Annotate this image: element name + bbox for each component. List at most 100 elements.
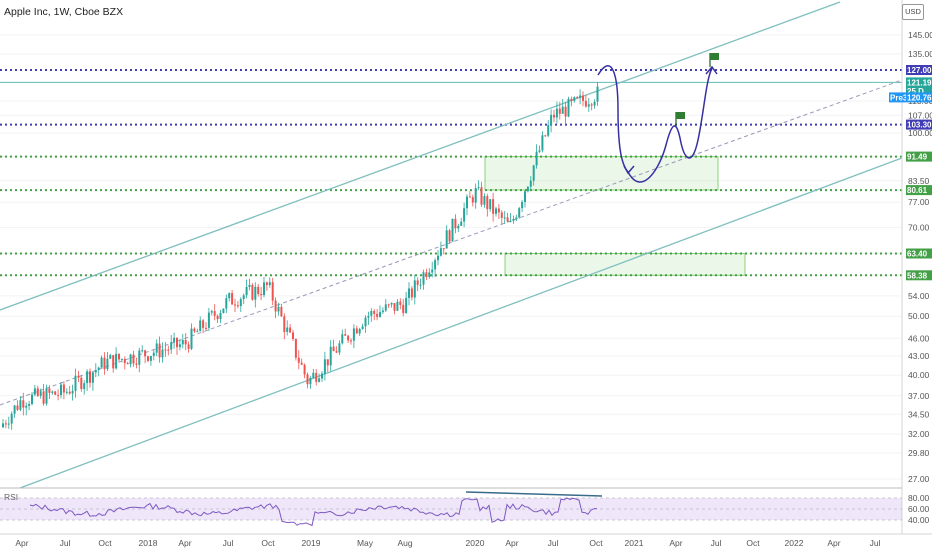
- candle-body: [576, 97, 579, 99]
- demand-zone[interactable]: [484, 156, 719, 191]
- candle-body: [260, 294, 263, 296]
- candle-body: [428, 272, 431, 277]
- candle-body: [65, 391, 68, 393]
- regression-channel: [0, 1, 903, 489]
- candle-body: [94, 370, 97, 373]
- candle-body: [416, 280, 419, 285]
- candle-body: [399, 301, 402, 305]
- candle-body: [187, 344, 190, 349]
- price-tick-label: 27.00: [908, 474, 930, 484]
- candle-body: [257, 286, 260, 294]
- candle-body: [60, 384, 62, 395]
- candle-body: [312, 372, 315, 378]
- candle-body: [373, 311, 376, 314]
- candle-body: [579, 95, 582, 98]
- candle-body: [422, 272, 425, 285]
- price-tag-bg: [889, 92, 906, 103]
- rsi-label: RSI: [4, 492, 18, 502]
- candle-body: [408, 288, 410, 298]
- candle-body: [100, 357, 103, 368]
- candle-body: [51, 391, 54, 393]
- time-tick-label: Jul: [548, 538, 559, 548]
- candle-body: [190, 328, 193, 349]
- candle-body: [236, 305, 239, 307]
- channel-lower-line[interactable]: [19, 157, 903, 489]
- candle-body: [45, 388, 48, 404]
- price-tick-label: 37.00: [908, 391, 930, 401]
- candle-body: [149, 356, 152, 361]
- demand-zone[interactable]: [504, 253, 746, 276]
- candle-body: [103, 357, 106, 370]
- interval-label[interactable]: 1W: [53, 6, 69, 18]
- candle-body: [402, 304, 405, 313]
- candle-body: [544, 135, 547, 137]
- price-tag-bg: [906, 270, 932, 281]
- candle-body: [289, 327, 292, 333]
- price-tag-bg: [906, 119, 932, 130]
- candle-body: [442, 248, 445, 250]
- time-tick-label: Apr: [15, 538, 28, 548]
- candle-body: [332, 346, 335, 352]
- candle-body: [466, 196, 468, 209]
- candle-body: [31, 394, 33, 404]
- candle-body: [263, 282, 265, 296]
- candle-body: [361, 326, 364, 329]
- candle-body: [173, 337, 176, 343]
- flag-icon[interactable]: [709, 53, 719, 67]
- time-tick-label: 2019: [302, 538, 321, 548]
- candle-body: [222, 308, 225, 313]
- symbol-name[interactable]: Apple Inc: [4, 6, 48, 18]
- candle-body: [33, 388, 36, 395]
- candle-body: [89, 371, 91, 383]
- rsi-tick-label: 80.00: [908, 493, 930, 503]
- price-tick-label: 135.00: [908, 49, 932, 59]
- candle-body: [283, 316, 286, 332]
- candle-body: [109, 355, 112, 359]
- currency-button[interactable]: USD: [902, 4, 924, 20]
- candle-body: [489, 199, 492, 210]
- channel-upper-line[interactable]: [0, 1, 841, 311]
- candle-body: [437, 255, 439, 261]
- candle-body: [155, 343, 158, 353]
- time-axis[interactable]: Apr Jul Oct 2018 Apr Jul Oct 2019 May Aug 2020 Apr J…: [15, 538, 880, 548]
- candle-body: [431, 269, 434, 273]
- time-tick-label: Jul: [870, 538, 881, 548]
- candle-body: [582, 95, 584, 101]
- candle-body: [83, 383, 86, 389]
- candle-body: [158, 343, 161, 358]
- candle-body: [184, 340, 187, 345]
- candle-body: [355, 328, 358, 334]
- flag-icon[interactable]: [675, 112, 685, 126]
- channel-mid-line[interactable]: [0, 79, 903, 406]
- title-separator-2: ,: [68, 6, 75, 18]
- candle-body: [350, 340, 352, 342]
- candle-body: [486, 196, 489, 210]
- candle-body: [477, 187, 480, 189]
- rsi-divergence-line[interactable]: [465, 491, 603, 497]
- candle-body: [413, 280, 416, 298]
- candle-body: [77, 375, 80, 378]
- candle-body: [387, 304, 390, 306]
- candle-body: [22, 400, 25, 408]
- time-tick-label: Jul: [60, 538, 71, 548]
- forecast-arrow-down[interactable]: [597, 65, 629, 173]
- candle-body: [500, 212, 503, 218]
- price-tag-label: 120.76: [907, 93, 932, 102]
- candle-body: [248, 284, 251, 287]
- forecast-arrow-up[interactable]: [627, 67, 713, 183]
- candle-body: [550, 114, 553, 126]
- arrowhead-icon: [705, 65, 718, 75]
- candle-body: [474, 188, 477, 203]
- candle-body: [115, 353, 118, 369]
- candle-body: [170, 342, 173, 350]
- candle-body: [364, 317, 367, 327]
- time-tick-label: Oct: [98, 538, 112, 548]
- time-tick-label: Apr: [827, 538, 840, 548]
- candle-body: [451, 218, 454, 242]
- candle-body: [199, 320, 202, 332]
- candle-body: [219, 313, 222, 319]
- candle-body: [425, 272, 428, 277]
